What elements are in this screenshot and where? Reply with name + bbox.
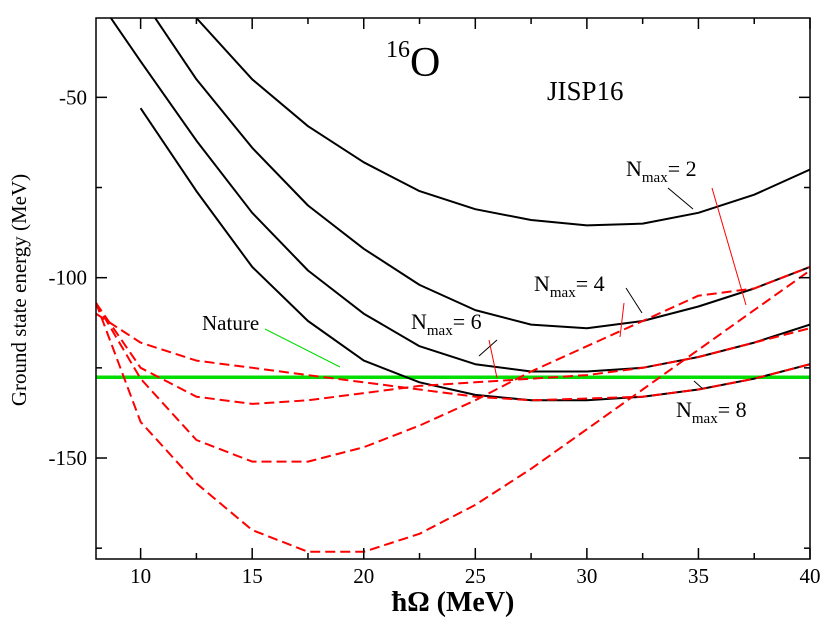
nmax-8-label: Nmax= 8 <box>676 397 747 427</box>
series-line-dashed-7 <box>96 312 810 402</box>
leader-n6-black <box>478 339 498 357</box>
series-line-dashed-6 <box>96 302 810 405</box>
nmax-2-eq: = 2 <box>668 156 697 181</box>
x-tick-label-6: 40 <box>800 564 821 588</box>
chart-subtitle: JISP16 <box>547 76 624 106</box>
title-mass: 16 <box>386 37 410 63</box>
series-line-solid-1 <box>153 18 810 330</box>
leader-n4-black <box>625 287 643 314</box>
series-line-dashed-5 <box>96 265 810 463</box>
y-tick-label-2: -150 <box>49 446 88 470</box>
plot-frame <box>95 17 811 560</box>
nature-label: Nature <box>202 311 259 335</box>
leader-nature <box>264 328 341 368</box>
nmax-6-label: Nmax= 6 <box>411 309 482 339</box>
x-tick-label-0: 10 <box>130 564 151 588</box>
series-line-solid-0 <box>195 18 810 227</box>
axis-ticks: 10 15 20 25 30 35 40 -50 -100 -150 <box>49 18 821 588</box>
leader-n4-red <box>619 302 625 338</box>
x-tick-label-5: 35 <box>688 564 709 588</box>
y-tick-label-1: -100 <box>49 266 88 290</box>
x-tick-label-1: 15 <box>242 564 263 588</box>
nmax-6-sub: max <box>427 323 453 339</box>
nmax-4-eq: = 4 <box>576 271 605 296</box>
y-axis-title: Ground state energy (MeV) <box>7 174 31 406</box>
x-tick-label-4: 30 <box>576 564 597 588</box>
chart-title: 16O <box>386 37 440 86</box>
leader-n2-black <box>667 187 694 210</box>
plot-content <box>96 18 810 553</box>
nmax-6-n: N <box>411 309 427 334</box>
leader-n2-red <box>711 187 747 306</box>
title-element: O <box>410 40 440 86</box>
leader-lines <box>264 187 747 390</box>
nmax-2-label: Nmax= 2 <box>626 156 697 186</box>
nmax-2-sub: max <box>642 170 668 186</box>
nmax-4-label: Nmax= 4 <box>534 271 605 301</box>
nmax-4-n: N <box>534 271 550 296</box>
leader-n8-black <box>693 380 704 390</box>
x-tick-label-3: 25 <box>465 564 486 588</box>
y-tick-label-0: -50 <box>59 85 87 109</box>
x-tick-label-2: 20 <box>353 564 374 588</box>
nmax-2-n: N <box>626 156 642 181</box>
nmax-8-sub: max <box>692 411 718 427</box>
series-line-dashed-4 <box>96 269 810 553</box>
nmax-8-eq: = 8 <box>718 397 747 422</box>
nmax-6-eq: = 6 <box>453 309 482 334</box>
nmax-8-n: N <box>676 397 692 422</box>
nmax-4-sub: max <box>550 285 576 301</box>
leader-n6-red <box>488 339 498 379</box>
x-axis-title: ħΩ (MeV) <box>392 587 515 618</box>
